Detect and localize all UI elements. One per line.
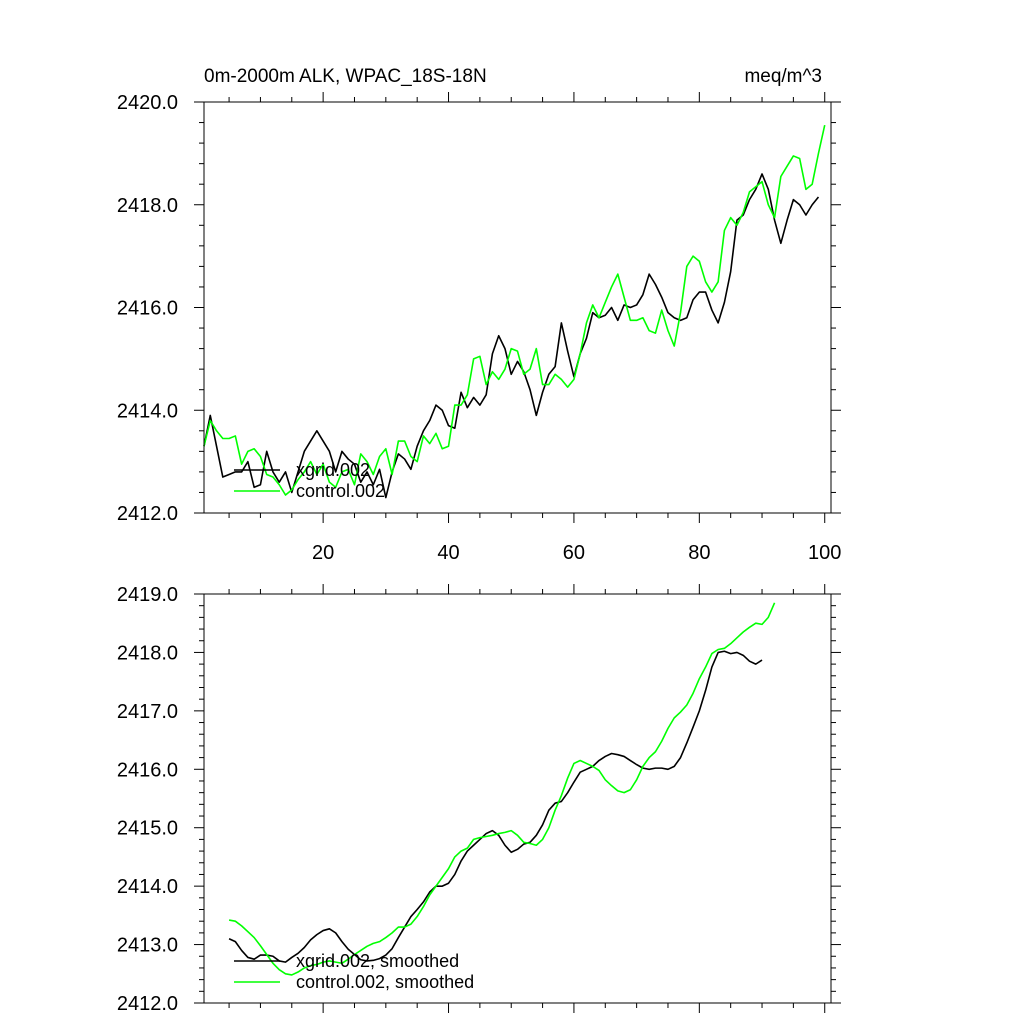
y-tick-label: 2415.0 [117, 818, 178, 840]
x-tick-label: 80 [688, 542, 710, 564]
y-tick-label: 2418.0 [117, 642, 178, 664]
legend-label: control.002, smoothed [296, 972, 474, 992]
top-series-layer [203, 124, 826, 499]
y-tick-label: 2416.0 [117, 759, 178, 781]
y-tick-label: 2414.0 [117, 876, 178, 898]
bottom-axis-layer: 2412.0 2413.0 2414.0 2415.0 2416.0 2417.0 2418… [117, 584, 841, 1015]
chart-title: 0m-2000m ALK, WPAC_18S-18N [204, 66, 487, 87]
series-line-xgrid [228, 650, 763, 963]
y-tick-label: 2419.0 [117, 584, 178, 606]
y-tick-label: 2413.0 [117, 935, 178, 957]
x-tick-label: 40 [437, 542, 459, 564]
y-tick-label: 2418.0 [117, 195, 178, 217]
y-tick-label: 2412.0 [117, 503, 178, 525]
y-tick-label: 2414.0 [117, 400, 178, 422]
series-line-control [203, 124, 826, 496]
legend-label: xgrid.002 [296, 460, 370, 480]
plot-frame [203, 101, 832, 514]
units-label: meq/m^3 [744, 66, 822, 87]
series-line-xgrid [203, 173, 820, 499]
bottom-plot-panel: 2412.0 2413.0 2414.0 2415.0 2416.0 2417.0 2418… [117, 584, 841, 1015]
y-tick-label: 2412.0 [117, 993, 178, 1015]
top-axis-layer: 2412.0 2414.0 2416.0 2418.0 2420.0 20 40 60 80 10… [117, 92, 841, 564]
top-plot-panel: 0m-2000m ALK, WPAC_18S-18N meq/m^3 2412.… [117, 66, 842, 564]
x-tick-label: 60 [563, 542, 585, 564]
plot-frame [203, 593, 832, 1004]
x-tick-label: 20 [312, 542, 334, 564]
x-tick-label: 100 [808, 542, 841, 564]
y-tick-label: 2417.0 [117, 701, 178, 723]
y-tick-label: 2420.0 [117, 92, 178, 114]
legend-label: control.002 [296, 481, 385, 501]
legend-label: xgrid.002, smoothed [296, 951, 459, 971]
y-tick-label: 2416.0 [117, 298, 178, 320]
series-line-control [228, 602, 776, 976]
bottom-series-layer [228, 602, 776, 976]
